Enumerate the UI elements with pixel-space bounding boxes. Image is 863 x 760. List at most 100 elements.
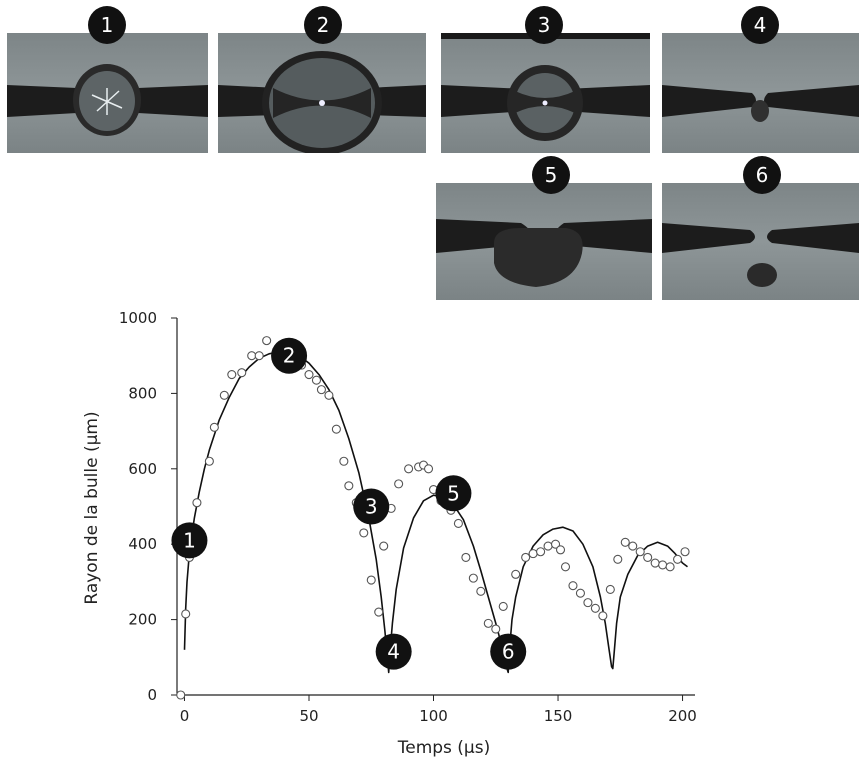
data-point	[176, 690, 186, 700]
chart-axes: 0 50 100 150 200 0 200 400 600 800 1000	[119, 309, 697, 725]
data-point	[628, 541, 638, 551]
photo-label-4: 4	[741, 6, 779, 44]
y-tick-label: 200	[128, 611, 157, 629]
photo-label-1: 1	[88, 6, 126, 44]
data-point	[491, 624, 501, 634]
data-point	[304, 369, 314, 380]
stage-marker-label: 6	[502, 640, 515, 664]
data-point	[555, 545, 566, 555]
data-point	[192, 498, 202, 508]
data-point	[673, 554, 683, 564]
data-point	[339, 456, 349, 466]
stage-marker-label: 3	[365, 495, 378, 519]
data-point	[227, 369, 237, 380]
x-tick-label: 100	[419, 707, 448, 725]
data-point	[658, 560, 668, 570]
stage-marker-1: 1	[171, 522, 208, 559]
data-point	[575, 588, 585, 598]
data-point	[568, 581, 578, 591]
data-point	[366, 575, 376, 585]
data-point	[543, 541, 553, 551]
photo-label-6: 6	[743, 156, 781, 194]
data-point	[311, 375, 322, 385]
data-point	[613, 554, 623, 564]
data-point	[423, 464, 434, 474]
data-point	[680, 547, 690, 557]
data-point	[453, 518, 463, 529]
model-curve-layer	[183, 351, 688, 674]
data-point	[665, 562, 675, 572]
photo-panel-4	[662, 33, 859, 153]
stage-marker-label: 4	[387, 640, 400, 664]
photo-panel-1	[7, 33, 208, 153]
data-point	[331, 424, 341, 434]
stage-marker-label: 1	[183, 528, 196, 552]
data-point	[620, 537, 630, 547]
data-point	[254, 351, 264, 361]
y-tick-label: 400	[128, 535, 157, 553]
data-point	[635, 547, 645, 557]
data-point	[204, 456, 214, 466]
y-tick-label: 1000	[119, 309, 157, 327]
data-point	[521, 552, 531, 562]
data-point	[209, 422, 219, 432]
model-curve	[183, 351, 688, 674]
data-point	[605, 584, 615, 594]
data-point	[461, 552, 471, 562]
data-point	[536, 547, 546, 557]
photo-label-3: 3	[525, 6, 563, 44]
data-point	[324, 390, 334, 400]
data-point	[262, 336, 272, 346]
stage-marker-circle	[171, 522, 208, 559]
data-point	[643, 552, 653, 562]
data-point	[583, 598, 593, 608]
y-tick-label: 0	[147, 686, 157, 704]
data-point	[483, 618, 493, 628]
data-point	[374, 607, 384, 617]
photo-panel-6	[662, 183, 859, 300]
x-axis-title: Temps (µs)	[397, 738, 491, 758]
photo-label-5: 5	[532, 156, 570, 194]
stage-marker-circle	[353, 488, 390, 525]
stage-marker-6: 6	[490, 633, 527, 670]
stage-marker-4: 4	[375, 633, 412, 670]
x-tick-label: 0	[180, 707, 190, 725]
photo-panel-5	[436, 183, 652, 300]
stage-marker-3: 3	[353, 488, 390, 525]
stage-marker-label: 5	[447, 481, 460, 505]
data-point	[404, 464, 414, 474]
data-point	[498, 601, 508, 611]
y-tick-label: 600	[128, 460, 157, 478]
data-point	[650, 558, 660, 568]
stage-markers-layer: 1 2 3 4 5 6	[171, 337, 527, 670]
photo-label-2: 2	[304, 6, 342, 44]
data-point	[511, 569, 521, 579]
data-point	[237, 368, 247, 378]
stage-marker-label: 2	[283, 344, 296, 368]
photo-panel-3	[441, 33, 650, 153]
stage-marker-circle	[271, 337, 308, 374]
stage-marker-circle	[490, 633, 527, 670]
photo-panel-2	[218, 33, 426, 153]
data-point	[550, 539, 561, 549]
data-point	[316, 385, 326, 395]
x-tick-label: 150	[544, 707, 573, 725]
data-point	[598, 611, 608, 621]
data-point	[476, 586, 486, 596]
data-point	[219, 390, 229, 400]
data-point	[528, 549, 538, 559]
data-point	[344, 481, 354, 491]
data-points-layer	[176, 336, 690, 700]
stage-marker-circle	[375, 633, 412, 670]
stage-marker-5: 5	[435, 475, 472, 512]
x-tick-label: 50	[299, 707, 318, 725]
y-axis-title: Rayon de la bulle (µm)	[82, 411, 102, 604]
data-point	[247, 351, 257, 361]
data-point	[359, 528, 369, 538]
data-point	[560, 562, 571, 572]
stage-marker-circle	[435, 475, 472, 512]
data-point	[468, 573, 478, 583]
data-point	[394, 479, 404, 489]
data-point	[379, 541, 389, 551]
